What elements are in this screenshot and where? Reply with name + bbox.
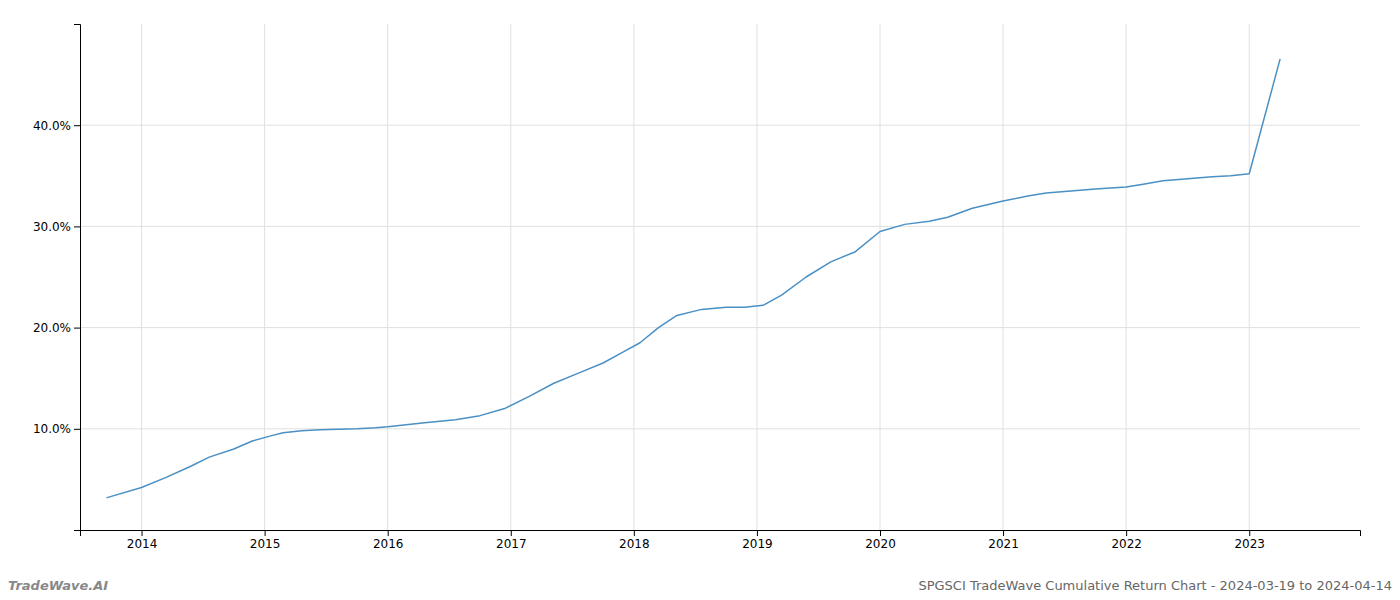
tick-mark	[74, 226, 80, 227]
tick: 10.0%	[33, 422, 80, 436]
tick: 2016	[373, 530, 404, 551]
grid-line-y	[80, 327, 1360, 328]
grid-line-y	[80, 226, 1360, 227]
x-axis: 2014 2015 2016 2017 2018 2019 2020 2021 2022 2023	[81, 530, 1361, 551]
tick: 40.0%	[33, 119, 80, 133]
tick-mark	[74, 429, 80, 430]
tick-mark	[511, 530, 512, 536]
axis-line	[81, 531, 1361, 537]
tick: 2017	[496, 530, 527, 551]
tick: 2014	[127, 530, 158, 551]
tick-label: 2016	[373, 537, 404, 551]
axis-line	[74, 25, 81, 531]
grid-line-x	[264, 24, 265, 530]
tick: 2019	[742, 530, 773, 551]
tick-mark	[880, 530, 881, 536]
grid-line-x	[633, 24, 634, 530]
tick-label: 2021	[988, 537, 1019, 551]
tick: 2015	[250, 530, 281, 551]
tick-label: 2022	[1111, 537, 1142, 551]
grid-line-x	[756, 24, 757, 530]
tick: 2020	[865, 530, 896, 551]
tick-label: 2014	[127, 537, 158, 551]
tick: 2018	[619, 530, 650, 551]
tick-label: 40.0%	[33, 119, 71, 133]
tick-mark	[142, 530, 143, 536]
tick-label: 2020	[865, 537, 896, 551]
grid-line-x	[141, 24, 142, 530]
tick-mark	[1003, 530, 1004, 536]
grid-line-x	[1249, 24, 1250, 530]
tick-label: 2015	[250, 537, 281, 551]
tick: 2022	[1111, 530, 1142, 551]
grid-line-x	[1003, 24, 1004, 530]
marks	[107, 59, 1280, 497]
y-axis: 10.0% 20.0% 30.0% 40.0%	[33, 25, 81, 531]
chart: 2014 2015 2016 2017 2018 2019 2020 2021 2022 2023…	[0, 0, 1400, 600]
tick-label: 2017	[496, 537, 527, 551]
tick-label: 20.0%	[33, 321, 71, 335]
grid-line-x	[880, 24, 881, 530]
grid-line-x	[387, 24, 388, 530]
tick-mark	[1126, 530, 1127, 536]
grid-line-y	[80, 428, 1360, 429]
tick-label: 2023	[1234, 537, 1265, 551]
tick: 2021	[988, 530, 1019, 551]
tick-mark	[74, 125, 80, 126]
tick: 30.0%	[33, 220, 80, 234]
tick: 20.0%	[33, 321, 80, 335]
tick-label: 2019	[742, 537, 773, 551]
grid-line-x	[510, 24, 511, 530]
line	[107, 59, 1280, 497]
grid-line-y	[80, 125, 1360, 126]
tick-label: 30.0%	[33, 220, 71, 234]
grid-line-x	[1126, 24, 1127, 530]
tick-label: 2018	[619, 537, 650, 551]
tick-mark	[634, 530, 635, 536]
grid	[80, 24, 1360, 530]
tick-mark	[757, 530, 758, 536]
watermark: TradeWave.AI	[8, 578, 108, 593]
tick: 2023	[1234, 530, 1265, 551]
tick-mark	[388, 530, 389, 536]
tick-label: 10.0%	[33, 422, 71, 436]
plot: 2014 2015 2016 2017 2018 2019 2020 2021 2022 2023…	[33, 24, 1361, 551]
tick-mark	[74, 328, 80, 329]
tick-mark	[265, 530, 266, 536]
title: SPGSCI TradeWave Cumulative Return Chart…	[918, 578, 1392, 593]
tick-mark	[1249, 530, 1250, 536]
